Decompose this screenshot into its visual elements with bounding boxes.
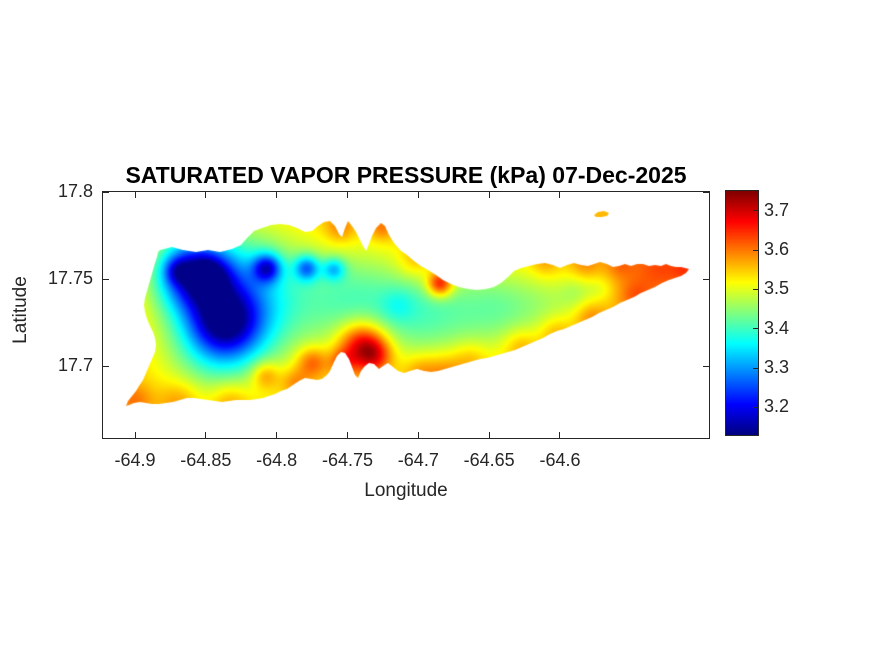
x-tick-label: -64.7 — [397, 450, 439, 470]
x-tick-label: -64.65 — [463, 450, 515, 470]
y-tick — [103, 191, 109, 193]
x-tick — [417, 432, 419, 438]
colorbar-tick — [753, 367, 758, 369]
x-tick-top — [205, 192, 207, 198]
y-tick — [103, 278, 109, 280]
y-axis-label: Latitude — [10, 276, 31, 344]
x-tick-label: -64.8 — [256, 450, 298, 470]
x-tick-top — [346, 192, 348, 198]
x-tick-top — [488, 192, 490, 198]
x-tick-top — [134, 192, 136, 198]
x-tick — [134, 432, 136, 438]
y-tick-right — [703, 191, 709, 193]
x-tick-top — [559, 192, 561, 198]
colorbar-tick-label: 3.4 — [764, 317, 790, 338]
x-tick-top — [276, 192, 278, 198]
colorbar-tick — [753, 288, 758, 290]
plot-area — [102, 191, 710, 439]
y-tick-right — [703, 278, 709, 280]
colorbar-tick-label: 3.6 — [764, 239, 790, 260]
x-tick-label: -64.6 — [539, 450, 581, 470]
x-tick-label: -64.85 — [180, 450, 232, 470]
colorbar-tick — [753, 406, 758, 408]
y-tick-right — [703, 365, 709, 367]
colorbar-tick — [753, 249, 758, 251]
x-tick — [205, 432, 207, 438]
colorbar-tick-label: 3.5 — [764, 278, 790, 299]
y-tick — [103, 365, 109, 367]
colorbar-tick — [753, 328, 758, 330]
colorbar-tick-label: 3.7 — [764, 199, 790, 220]
x-tick — [346, 432, 348, 438]
colorbar-tick-label: 3.3 — [764, 357, 790, 378]
heatmap-canvas — [103, 192, 709, 438]
colorbar-tick — [753, 210, 758, 212]
x-tick-top — [417, 192, 419, 198]
x-tick-label: -64.75 — [321, 450, 373, 470]
plot-title: SATURATED VAPOR PRESSURE (kPa) 07-Dec-20… — [125, 162, 687, 188]
x-tick-label: -64.9 — [114, 450, 156, 470]
y-tick-label: 17.7 — [57, 355, 93, 376]
x-tick — [276, 432, 278, 438]
x-axis-label: Longitude — [364, 480, 448, 501]
x-tick — [559, 432, 561, 438]
colorbar-gradient-canvas — [726, 191, 758, 435]
y-tick-label: 17.8 — [57, 181, 93, 201]
colorbar — [725, 190, 759, 436]
colorbar-tick-label: 3.2 — [764, 396, 790, 417]
x-tick — [488, 432, 490, 438]
y-tick-label: 17.75 — [47, 268, 93, 289]
